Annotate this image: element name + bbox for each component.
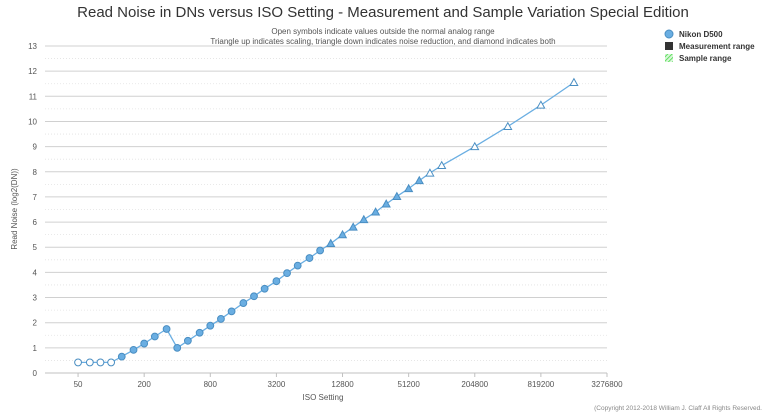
legend-item-sample-range[interactable]: Sample range	[665, 54, 732, 63]
data-point-triangle	[425, 168, 435, 177]
data-point-circle	[206, 321, 215, 330]
y-tick-label: 3	[33, 294, 38, 303]
data-point-triangle	[337, 229, 348, 239]
x-tick-label: 12800	[331, 380, 354, 389]
legend: Nikon D500 Measurement range Sample rang…	[664, 29, 755, 63]
legend-marker-square	[665, 42, 673, 50]
data-point-triangle	[381, 199, 391, 208]
data-point-circle	[195, 328, 204, 337]
y-tick-label: 7	[33, 193, 38, 202]
x-tick-label: 3276800	[591, 380, 623, 389]
y-tick-label: 1	[33, 344, 38, 353]
data-point-circle	[227, 307, 236, 316]
data-point-triangle	[569, 77, 579, 87]
y-axis-title: Read Noise (log2(DN))	[10, 168, 19, 250]
data-point-circle	[283, 269, 291, 278]
series-nikon-d500	[74, 77, 579, 367]
data-point-circle	[96, 358, 105, 367]
data-point-circle	[260, 284, 269, 293]
data-point-circle	[117, 352, 126, 361]
legend-item-nikon-d500[interactable]: Nikon D500	[664, 29, 723, 39]
x-tick-label: 51200	[398, 380, 421, 389]
chart-subtitle-line-1: Open symbols indicate values outside the…	[271, 27, 495, 36]
legend-item-measurement-range[interactable]: Measurement range	[665, 42, 755, 51]
data-point-circle	[316, 246, 325, 255]
y-tick-label: 6	[33, 218, 38, 227]
copyright-notice: (Copyright 2012-2018 William J. Claff Al…	[594, 405, 762, 412]
data-point-circle	[150, 332, 159, 341]
data-point-triangle	[348, 222, 358, 231]
chart-title: Read Noise in DNs versus ISO Setting - M…	[77, 4, 689, 21]
data-point-circle	[74, 358, 82, 367]
y-tick-label: 12	[28, 67, 37, 76]
x-tick-label: 3200	[268, 380, 286, 389]
data-point-triangle	[437, 160, 447, 170]
y-tick-label: 0	[33, 369, 38, 378]
chart-subtitle-line-2: Triangle up indicates scaling, triangle …	[210, 37, 555, 46]
y-tick-label: 11	[29, 92, 38, 101]
data-point-circle	[107, 358, 116, 367]
data-point-triangle	[503, 121, 513, 131]
y-tick-label: 4	[33, 268, 38, 277]
data-point-triangle	[370, 207, 381, 216]
legend-label-sample-range: Sample range	[679, 54, 732, 63]
data-point-circle	[305, 254, 314, 262]
data-point-triangle	[470, 141, 480, 151]
data-point-circle	[183, 336, 192, 345]
x-axis-title: ISO Setting	[303, 393, 344, 402]
data-point-circle	[272, 277, 281, 286]
data-point-circle	[239, 299, 248, 307]
data-point-circle	[250, 292, 258, 301]
data-point-circle	[293, 261, 302, 270]
legend-marker-hatched-square	[665, 54, 673, 62]
data-point-circle	[162, 325, 171, 333]
data-point-triangle	[414, 175, 424, 185]
y-tick-label: 2	[33, 319, 38, 328]
data-point-triangle	[326, 238, 336, 247]
data-point-triangle	[392, 191, 402, 200]
data-point-circle	[140, 339, 149, 348]
legend-label-nikon-d500: Nikon D500	[679, 30, 723, 39]
y-tick-label: 8	[33, 168, 38, 177]
data-point-triangle	[359, 214, 369, 224]
data-point-circle	[129, 345, 138, 354]
data-point-triangle	[536, 100, 546, 109]
data-point-circle	[85, 358, 94, 367]
y-tick-label: 5	[33, 243, 38, 252]
legend-label-measurement-range: Measurement range	[679, 42, 755, 51]
x-tick-label: 800	[204, 380, 218, 389]
data-point-circle	[173, 343, 182, 352]
y-tick-label: 10	[28, 117, 37, 126]
y-tick-label: 13	[28, 42, 37, 51]
data-point-circle	[217, 315, 225, 323]
x-tick-label: 50	[74, 380, 83, 389]
x-tick-label: 204800	[461, 380, 488, 389]
x-tick-label: 200	[137, 380, 151, 389]
grid	[45, 45, 607, 374]
legend-marker-circle	[664, 29, 674, 39]
data-point-triangle	[403, 183, 414, 193]
x-tick-label: 819200	[528, 380, 555, 389]
y-tick-label: 9	[33, 143, 38, 152]
